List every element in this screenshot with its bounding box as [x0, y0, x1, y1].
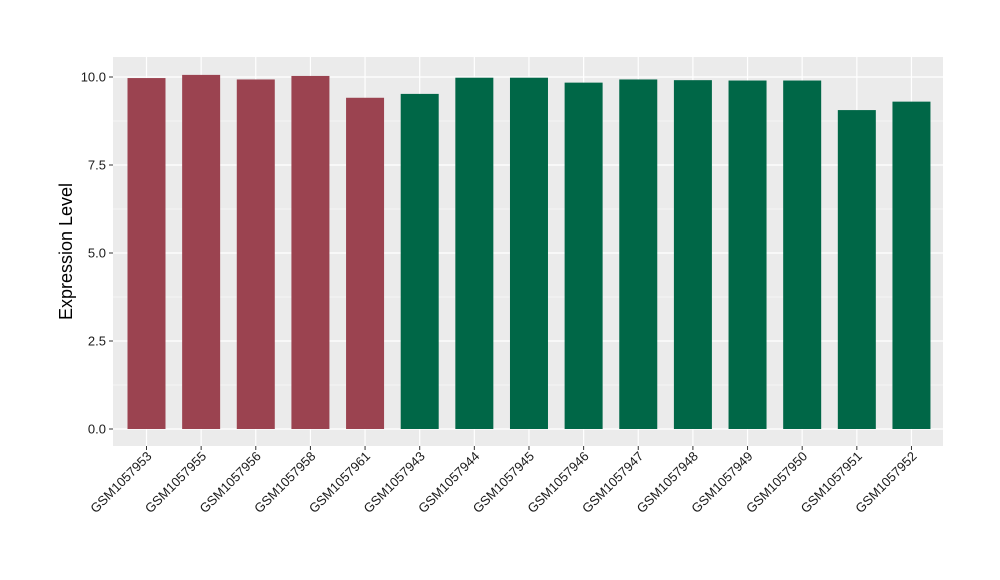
y-tick-label: 10.0 — [81, 70, 106, 85]
bars — [127, 74, 931, 430]
y-tick-label: 7.5 — [88, 158, 106, 173]
y-axis: 0.0 2.5 5.0 7.5 10.0 — [81, 70, 113, 437]
bar — [837, 110, 876, 429]
bar — [619, 79, 658, 430]
bar — [400, 93, 439, 430]
y-axis-title: Expression Level — [56, 183, 76, 320]
bar — [236, 79, 275, 430]
bar — [455, 77, 494, 429]
bar — [182, 74, 221, 429]
bar — [783, 80, 822, 430]
y-tick-label: 0.0 — [88, 422, 106, 437]
bar — [509, 77, 548, 429]
y-tick-label: 5.0 — [88, 246, 106, 261]
bar — [291, 75, 330, 429]
bar — [127, 78, 166, 429]
bar — [892, 101, 931, 429]
bar — [673, 80, 712, 429]
bar — [346, 97, 385, 429]
bar — [728, 80, 767, 430]
x-axis: GSM1057953GSM1057955GSM1057956GSM1057958… — [87, 446, 920, 516]
y-tick-label: 2.5 — [88, 334, 106, 349]
bar — [564, 82, 603, 429]
